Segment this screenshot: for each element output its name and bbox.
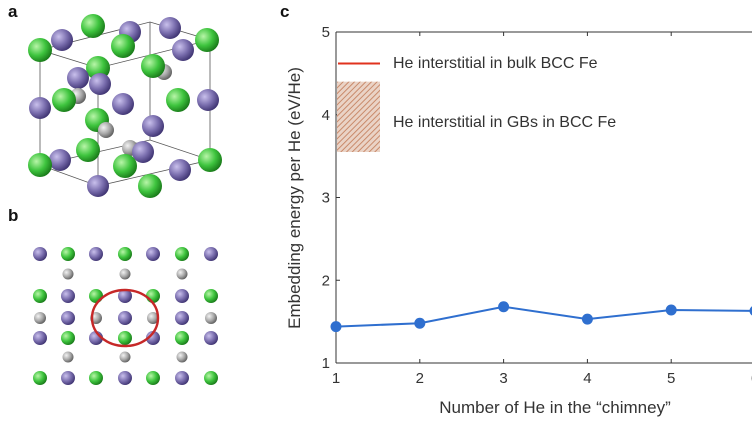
- y-axis-label: Embedding energy per He (eV/He): [285, 67, 304, 329]
- data-point: [665, 304, 677, 316]
- fe-atom: [61, 289, 75, 303]
- y-tick-label: 5: [322, 24, 330, 41]
- series-line: [335, 305, 752, 328]
- cr-atom: [118, 331, 132, 345]
- fe-atom: [51, 29, 73, 51]
- data-point: [749, 306, 752, 316]
- data-point: [330, 321, 342, 333]
- he-atom: [62, 268, 74, 280]
- cr-atom: [204, 289, 218, 303]
- cr-atom: [61, 247, 75, 261]
- cr-atom: [198, 148, 222, 172]
- x-tick-label: 1: [332, 370, 340, 387]
- fe-atom: [172, 39, 194, 61]
- panel-label-c: c: [280, 2, 290, 21]
- fe-atom: [49, 149, 71, 171]
- he-atom: [147, 312, 159, 324]
- x-tick-label: 5: [667, 370, 675, 387]
- cr-atom: [146, 371, 160, 385]
- panel-label-b: b: [8, 206, 19, 225]
- cr-atom: [138, 174, 162, 198]
- fe-atom: [87, 175, 109, 197]
- chimney-circle: [90, 288, 160, 348]
- he-atom: [34, 312, 46, 324]
- he-atom: [176, 268, 188, 280]
- cr-atom: [76, 138, 100, 162]
- fe-atom: [118, 371, 132, 385]
- y-tick-label: 4: [322, 107, 330, 124]
- data-point: [581, 313, 593, 325]
- cr-atom: [195, 28, 219, 52]
- cr-atom: [89, 371, 103, 385]
- fe-atom: [33, 331, 47, 345]
- he-atom: [119, 351, 131, 363]
- cr-atom: [141, 54, 165, 78]
- x-tick-label: 4: [583, 370, 591, 387]
- he-atom: [98, 122, 114, 138]
- y-tick-label: 2: [322, 272, 330, 289]
- fe-atom: [132, 141, 154, 163]
- fe-atom: [175, 371, 189, 385]
- data-point: [414, 317, 426, 329]
- fe-atom: [89, 247, 103, 261]
- cr-atom: [61, 331, 75, 345]
- fe-atom: [146, 247, 160, 261]
- x-tick-label: 6: [751, 370, 752, 387]
- panel-label-a: a: [8, 2, 18, 21]
- cr-atom: [111, 34, 135, 58]
- cr-atom: [33, 371, 47, 385]
- fe-atom: [142, 115, 164, 137]
- gb-energy-band: [337, 81, 380, 152]
- fe-atom: [204, 247, 218, 261]
- fe-atom: [159, 17, 181, 39]
- cr-atom: [113, 154, 137, 178]
- fe-atom: [118, 289, 132, 303]
- cr-atom: [175, 247, 189, 261]
- x-tick-label: 3: [499, 370, 507, 387]
- legend-bulk-label: He interstitial in bulk BCC Fe: [393, 55, 598, 72]
- fe-atom: [29, 97, 51, 119]
- x-tick-label: 2: [416, 370, 424, 387]
- cr-atom: [28, 38, 52, 62]
- fe-atom: [112, 93, 134, 115]
- fe-atom: [89, 73, 111, 95]
- cr-atom: [28, 153, 52, 177]
- he-atom: [119, 268, 131, 280]
- fe-atom: [33, 247, 47, 261]
- fe-atom: [146, 331, 160, 345]
- fe-atom: [197, 89, 219, 111]
- fe-atom: [67, 67, 89, 89]
- cr-atom: [81, 14, 105, 38]
- cr-atom: [204, 371, 218, 385]
- y-tick-label: 3: [322, 190, 330, 207]
- he-atom: [176, 351, 188, 363]
- x-axis-label: Number of He in the “chimney”: [439, 398, 671, 417]
- fe-atom: [118, 311, 132, 325]
- he-atom: [205, 312, 217, 324]
- cr-atom: [175, 331, 189, 345]
- cr-atom: [166, 88, 190, 112]
- legend-gb-label: He interstitial in GBs in BCC Fe: [393, 114, 616, 131]
- fe-atom: [204, 331, 218, 345]
- y-tick-label: 1: [322, 355, 330, 372]
- fe-atom: [169, 159, 191, 181]
- fe-atom: [61, 311, 75, 325]
- fe-atom: [175, 311, 189, 325]
- fe-atom: [61, 371, 75, 385]
- cr-atom: [33, 289, 47, 303]
- fe-atom: [175, 289, 189, 303]
- cr-atom: [118, 247, 132, 261]
- he-atom: [62, 351, 74, 363]
- cr-atom: [52, 88, 76, 112]
- data-point: [498, 301, 510, 313]
